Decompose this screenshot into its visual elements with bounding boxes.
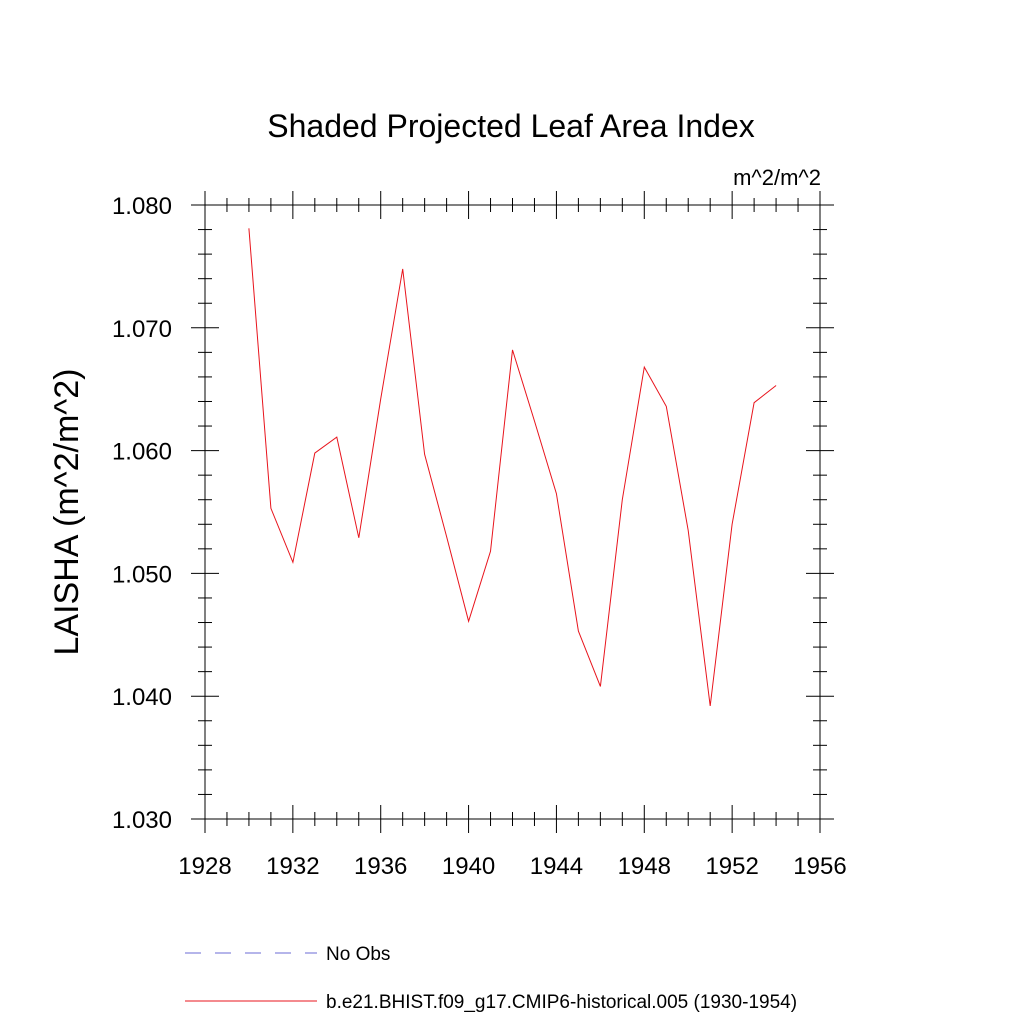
y-tick-label: 1.050 (112, 561, 172, 588)
x-tick-label: 1936 (354, 853, 407, 880)
x-tick-label: 1952 (705, 853, 758, 880)
y-axis-label: LAISHA (m^2/m^2) (48, 369, 86, 656)
legend-label-model: b.e21.BHIST.f09_g17.CMIP6-historical.005… (326, 992, 797, 1013)
legend-label-no-obs: No Obs (326, 944, 390, 965)
plot-frame (204, 204, 821, 820)
y-tick-label: 1.030 (112, 807, 172, 834)
x-tick-label: 1956 (793, 853, 846, 880)
series-line-model (248, 228, 777, 707)
x-tick-label: 1944 (530, 853, 583, 880)
x-tick-label: 1932 (266, 853, 319, 880)
chart-title: Shaded Projected Leaf Area Index (267, 108, 754, 144)
y-tick-label: 1.040 (112, 684, 172, 711)
y-tick-label: 1.080 (112, 193, 172, 220)
y-tick-label: 1.060 (112, 439, 172, 466)
axis-ticks (191, 191, 834, 833)
y-tick-labels: 1.030 1.040 1.050 1.060 1.070 1.080 (112, 193, 172, 834)
x-tick-label: 1948 (618, 853, 671, 880)
x-tick-label: 1928 (178, 853, 231, 880)
units-label: m^2/m^2 (733, 165, 821, 190)
x-tick-labels: 1928 1932 1936 1940 1944 1948 1952 1956 (178, 853, 846, 880)
series-group (248, 228, 777, 707)
x-tick-label: 1940 (442, 853, 495, 880)
y-tick-label: 1.070 (112, 316, 172, 343)
legend: No Obs b.e21.BHIST.f09_g17.CMIP6-histori… (185, 944, 797, 1013)
